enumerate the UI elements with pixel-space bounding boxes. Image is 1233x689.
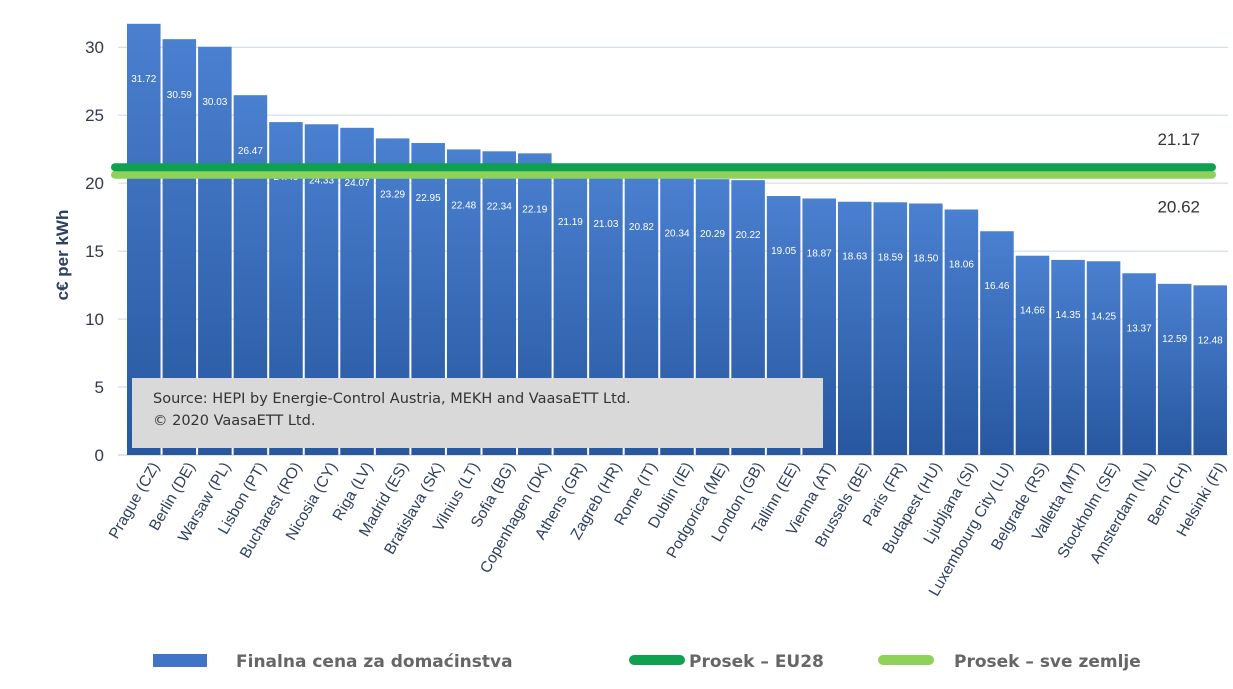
source-box <box>132 378 823 448</box>
bar-data-label: 20.22 <box>736 230 761 241</box>
y-tick-label: 30 <box>85 38 104 57</box>
legend-swatch-all <box>878 655 934 665</box>
legend-label-bars: Finalna cena za domaćinstva <box>236 652 513 672</box>
bar-data-label: 14.25 <box>1091 311 1116 322</box>
bar-data-label: 19.05 <box>771 246 796 257</box>
y-axis-ticks: 0 5 10 15 20 25 30 <box>85 38 104 465</box>
y-tick-label: 5 <box>95 378 104 397</box>
y-tick-label: 15 <box>85 242 104 261</box>
legend-label-eu28: Prosek – EU28 <box>689 652 824 672</box>
bar-data-label: 22.19 <box>522 204 547 215</box>
bar <box>1122 273 1156 455</box>
reference-lines: 21.17 20.62 <box>111 130 1216 217</box>
bar-data-label: 22.95 <box>416 193 441 204</box>
source-line-1: Source: HEPI by Energie-Control Austria,… <box>153 391 631 407</box>
legend-label-all: Prosek – sve zemlje <box>954 652 1141 672</box>
x-axis-categories: Prague (CZ)Berlin (DE)Warsaw (PL)Lisbon … <box>106 459 1230 599</box>
bar-data-label: 22.34 <box>487 201 512 212</box>
bar-data-label: 14.35 <box>1056 310 1081 321</box>
legend-swatch-eu28 <box>629 655 685 665</box>
bar-data-label: 12.48 <box>1198 335 1223 346</box>
y-tick-label: 20 <box>85 174 104 193</box>
bar <box>1015 255 1050 455</box>
source-annotation: Source: HEPI by Energie-Control Austria,… <box>132 378 823 448</box>
legend-swatch-bars <box>153 654 207 667</box>
bar-data-label: 21.19 <box>558 217 583 228</box>
bar-data-label: 20.29 <box>700 229 725 240</box>
bar-data-label: 20.82 <box>629 222 654 233</box>
bar-data-label: 24.07 <box>345 178 370 189</box>
bar-data-label: 22.48 <box>451 200 476 211</box>
bar-data-label: 30.03 <box>202 97 227 108</box>
bar <box>944 209 979 455</box>
bar <box>1157 283 1192 455</box>
y-tick-label: 10 <box>85 310 104 329</box>
bar <box>1086 261 1121 455</box>
bar-data-label: 31.72 <box>131 74 156 85</box>
bar <box>909 203 943 455</box>
bar-data-label: 13.37 <box>1127 323 1152 334</box>
bar-data-label: 14.66 <box>1020 306 1045 317</box>
y-tick-label: 0 <box>95 446 104 465</box>
y-tick-label: 25 <box>85 106 104 125</box>
bar-data-label: 21.03 <box>593 219 618 230</box>
bar-data-label: 18.59 <box>878 252 903 263</box>
bar-data-label: 23.29 <box>380 189 405 200</box>
bar <box>837 201 872 455</box>
bar-data-label: 18.50 <box>913 254 938 265</box>
bar-data-label: 18.06 <box>949 259 974 270</box>
bar <box>980 231 1014 455</box>
bar-data-label: 16.46 <box>984 281 1009 292</box>
bar-data-label: 24.33 <box>309 175 334 186</box>
reference-line-label: 21.17 <box>1157 130 1200 149</box>
bar-data-label: 12.59 <box>1162 334 1187 345</box>
bar-data-label: 26.47 <box>238 146 263 157</box>
bar <box>873 202 908 455</box>
bar-data-label: 20.34 <box>664 229 689 240</box>
source-line-2: © 2020 VaasaETT Ltd. <box>153 413 315 429</box>
bar-data-label: 30.59 <box>167 90 192 101</box>
reference-line-label: 20.62 <box>1157 198 1200 217</box>
bar-data-label: 18.87 <box>807 248 832 259</box>
bar <box>1193 285 1227 455</box>
y-axis-label: c€ per kWh <box>53 210 72 301</box>
bar-data-label: 18.63 <box>842 252 867 263</box>
bar <box>1051 259 1085 455</box>
legend: Finalna cena za domaćinstva Prosek – EU2… <box>153 652 1141 672</box>
